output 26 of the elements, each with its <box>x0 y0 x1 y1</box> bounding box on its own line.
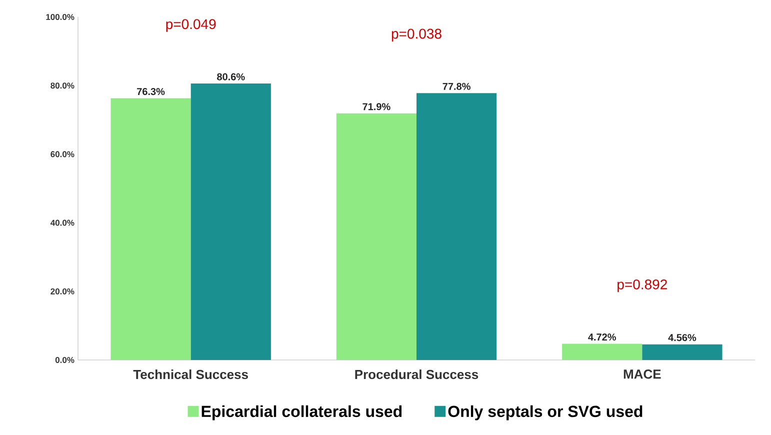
data-label: 4.56% <box>668 334 696 342</box>
bar <box>416 93 497 360</box>
legend-label: Only septals or SVG used <box>448 405 642 420</box>
annotation: p=0.892 <box>618 279 667 292</box>
x-tick-label: Procedural Success <box>355 370 478 380</box>
x-tick-label: MACE <box>624 370 661 379</box>
data-label: 76.3% <box>137 88 165 96</box>
data-label: 77.8% <box>442 82 470 90</box>
y-tick-label: 20.0% <box>50 288 74 294</box>
legend-label: Epicardial collaterals used <box>202 405 402 420</box>
bar <box>642 344 722 360</box>
bar <box>110 98 191 360</box>
y-tick-label: 0.0% <box>55 356 74 363</box>
annotation: p=0.038 <box>392 28 442 42</box>
y-tick-label: 40.0% <box>50 220 74 226</box>
annotation: p=0.049 <box>166 19 216 32</box>
bar <box>336 113 416 360</box>
bar <box>190 84 271 360</box>
data-label: 80.6% <box>217 73 245 80</box>
data-label: 71.9% <box>362 103 390 110</box>
data-label: 4.72% <box>588 334 616 341</box>
y-tick-label: 100.0% <box>46 14 74 20</box>
y-tick-label: 80.0% <box>50 82 74 89</box>
y-tick-label: 60.0% <box>50 151 74 158</box>
bar <box>562 344 642 360</box>
x-tick-label: Technical Success <box>133 370 248 380</box>
